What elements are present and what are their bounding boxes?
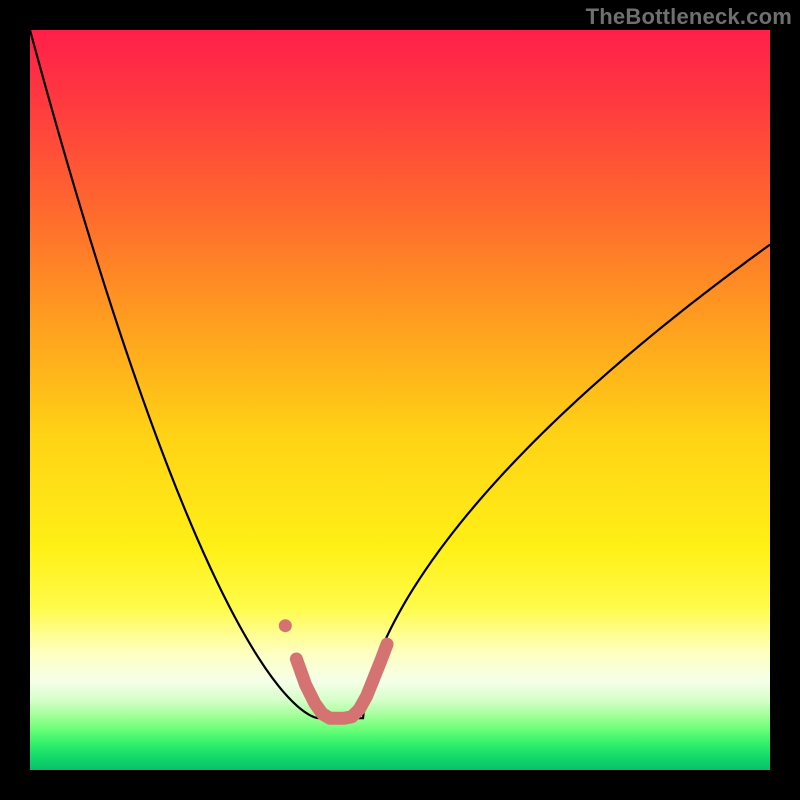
chart-svg — [0, 0, 800, 800]
marker-detached-dot — [279, 619, 292, 632]
gradient-plot-area — [30, 30, 770, 770]
bottleneck-chart: TheBottleneck.com — [0, 0, 800, 800]
